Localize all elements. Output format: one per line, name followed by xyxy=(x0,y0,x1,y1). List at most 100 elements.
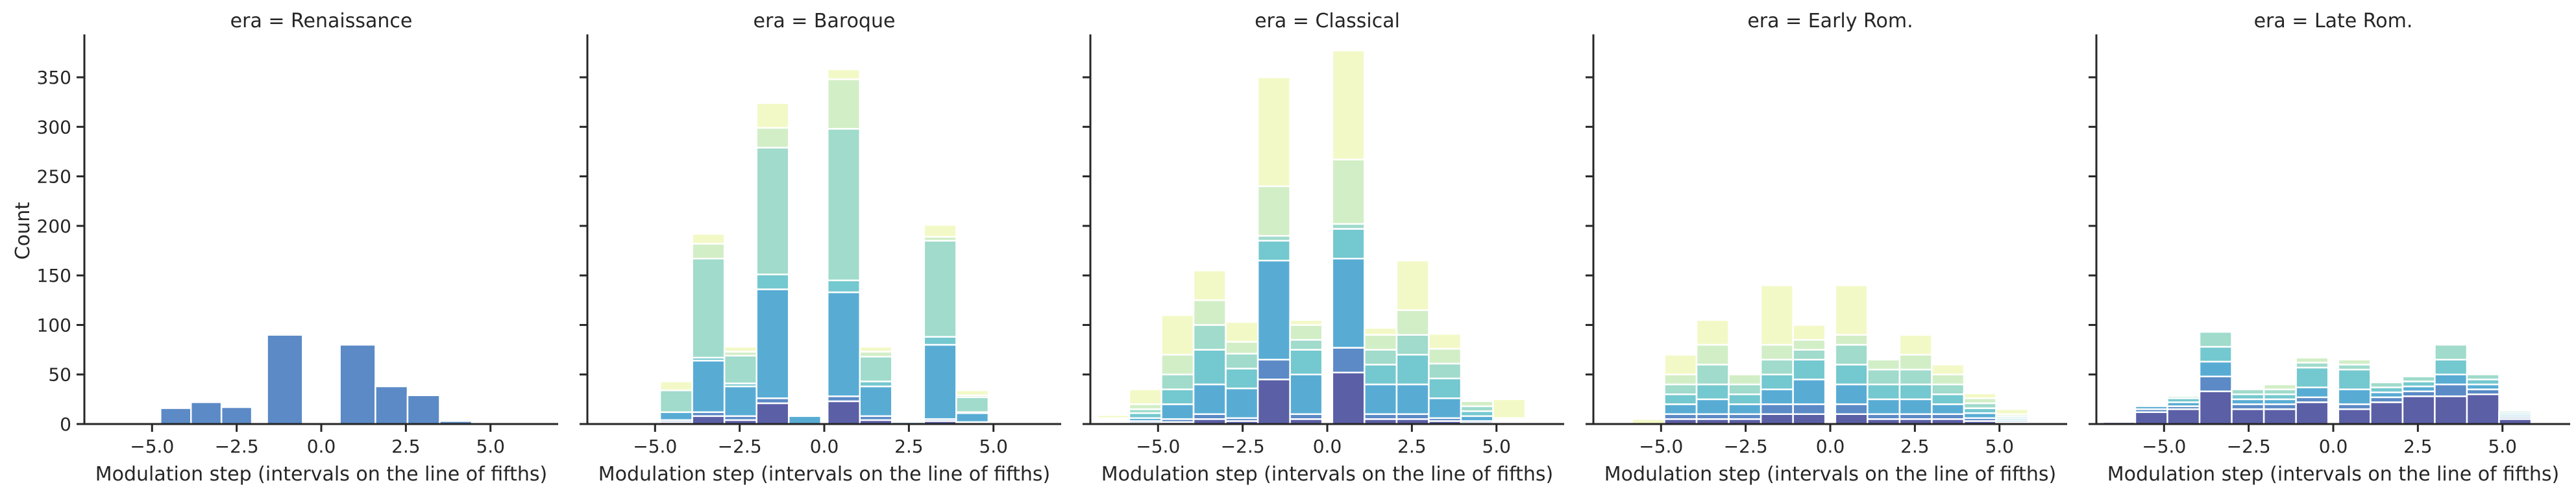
bar-segment xyxy=(923,224,957,238)
bar-segment xyxy=(723,385,757,418)
bar-segment xyxy=(1760,284,1794,346)
bar-segment xyxy=(2434,373,2468,386)
bar-segment xyxy=(1331,257,1366,349)
bar-segment xyxy=(1663,403,1698,415)
bar-segment xyxy=(1331,158,1366,225)
bar-segment xyxy=(755,273,790,290)
bar-segment xyxy=(1331,228,1366,260)
bar-segment xyxy=(1257,185,1291,237)
bar-segment xyxy=(1364,334,1398,351)
bar-segment xyxy=(826,78,861,130)
bar-segment xyxy=(1460,400,1494,407)
bar-segment xyxy=(1931,403,1965,415)
bar-segment xyxy=(2263,408,2297,425)
bar-segment xyxy=(1963,392,1997,399)
bar-segment xyxy=(659,381,693,392)
bar-segment xyxy=(1192,299,1227,326)
bar-segment xyxy=(2434,358,2468,375)
x-tick-label: 2.5 xyxy=(2403,436,2433,457)
bar-segment xyxy=(2134,411,2168,425)
bar-segment xyxy=(1160,353,1195,375)
bar-segment xyxy=(723,355,757,384)
bar-segment xyxy=(1792,339,1826,351)
bar-segment xyxy=(859,385,893,418)
panel-title: era = Baroque xyxy=(754,10,896,32)
bar-segment xyxy=(1428,397,1462,419)
bar-segment xyxy=(266,334,304,425)
y-tick-label: 350 xyxy=(37,67,71,88)
bar-segment xyxy=(1728,383,1762,395)
bar-segment xyxy=(1695,383,1730,401)
bar-segment xyxy=(923,336,957,346)
x-axis-label: Modulation step (intervals on the line o… xyxy=(95,463,548,486)
x-tick-label: 5.0 xyxy=(1985,436,2014,457)
bar-segment xyxy=(1760,413,1794,425)
bar-segment xyxy=(826,128,861,282)
y-tick-label: 300 xyxy=(37,116,71,138)
bar-segment xyxy=(1931,364,1965,375)
bar-segment xyxy=(1257,260,1291,361)
bar-segment xyxy=(955,389,990,397)
bar-segment xyxy=(1395,334,1430,356)
bar-segment xyxy=(1364,349,1398,366)
bar-segment xyxy=(1160,403,1195,420)
bar-segment xyxy=(2466,373,2500,381)
bar-segment xyxy=(1428,362,1462,380)
bar-segment xyxy=(2295,366,2329,388)
bar-segment xyxy=(1867,383,1901,401)
x-tick-label: −5.0 xyxy=(1136,436,1180,457)
bar-segment xyxy=(339,344,376,425)
x-tick-label: 0.0 xyxy=(2319,436,2348,457)
bar-segment xyxy=(659,389,693,413)
bar-segment xyxy=(1834,284,1869,336)
bar-segment xyxy=(1257,240,1291,262)
bar-segment xyxy=(1364,327,1398,336)
bar-segment xyxy=(1663,383,1698,395)
bar-segment xyxy=(1492,398,1527,419)
bar-segment xyxy=(859,345,893,353)
bar-segment xyxy=(1760,373,1794,390)
bar-segment xyxy=(1760,358,1794,375)
bar-segment xyxy=(826,279,861,294)
bar-segment xyxy=(2231,388,2265,395)
bar-segment xyxy=(2134,405,2168,410)
bar-segment xyxy=(1792,403,1826,415)
bar-segment xyxy=(1395,383,1430,415)
bar-segment xyxy=(1096,414,1131,419)
bar-segment xyxy=(2198,375,2233,392)
x-tick-label: 5.0 xyxy=(979,436,1008,457)
bar-segment xyxy=(1792,324,1826,341)
bar-segment xyxy=(1931,373,1965,386)
bar-segment xyxy=(1428,347,1462,365)
bar-segment xyxy=(2434,344,2468,361)
bar-segment xyxy=(1898,398,1933,415)
bar-segment xyxy=(1395,353,1430,386)
x-axis-label: Modulation step (intervals on the line o… xyxy=(598,463,1051,486)
bar-segment xyxy=(1289,349,1323,375)
bar-segment xyxy=(923,240,957,338)
x-tick-label: 0.0 xyxy=(1313,436,1342,457)
bar-segment xyxy=(1192,324,1227,351)
bar-segment xyxy=(723,345,757,353)
bar-segment xyxy=(1898,368,1933,386)
bar-segment xyxy=(1834,383,1869,405)
bar-segment xyxy=(1728,403,1762,415)
x-tick-label: −2.5 xyxy=(1724,436,1768,457)
bar-segment xyxy=(755,288,790,399)
bar-segment xyxy=(755,402,790,425)
y-tick-label: 50 xyxy=(48,364,71,386)
y-tick-label: 150 xyxy=(37,265,71,286)
bar-segment xyxy=(2337,388,2372,405)
bar-segment xyxy=(2198,390,2233,425)
bar-segment xyxy=(1792,379,1826,405)
bar-segment xyxy=(955,412,990,423)
panel-title: era = Renaissance xyxy=(230,10,413,32)
x-tick-label: 5.0 xyxy=(2488,436,2517,457)
bar-segment xyxy=(2231,408,2265,425)
bar-segment xyxy=(1695,398,1730,415)
bar-segment xyxy=(1792,349,1826,361)
panel-title: era = Early Rom. xyxy=(1747,10,1913,32)
bar-segment xyxy=(1395,260,1430,311)
x-tick-label: −5.0 xyxy=(130,436,174,457)
